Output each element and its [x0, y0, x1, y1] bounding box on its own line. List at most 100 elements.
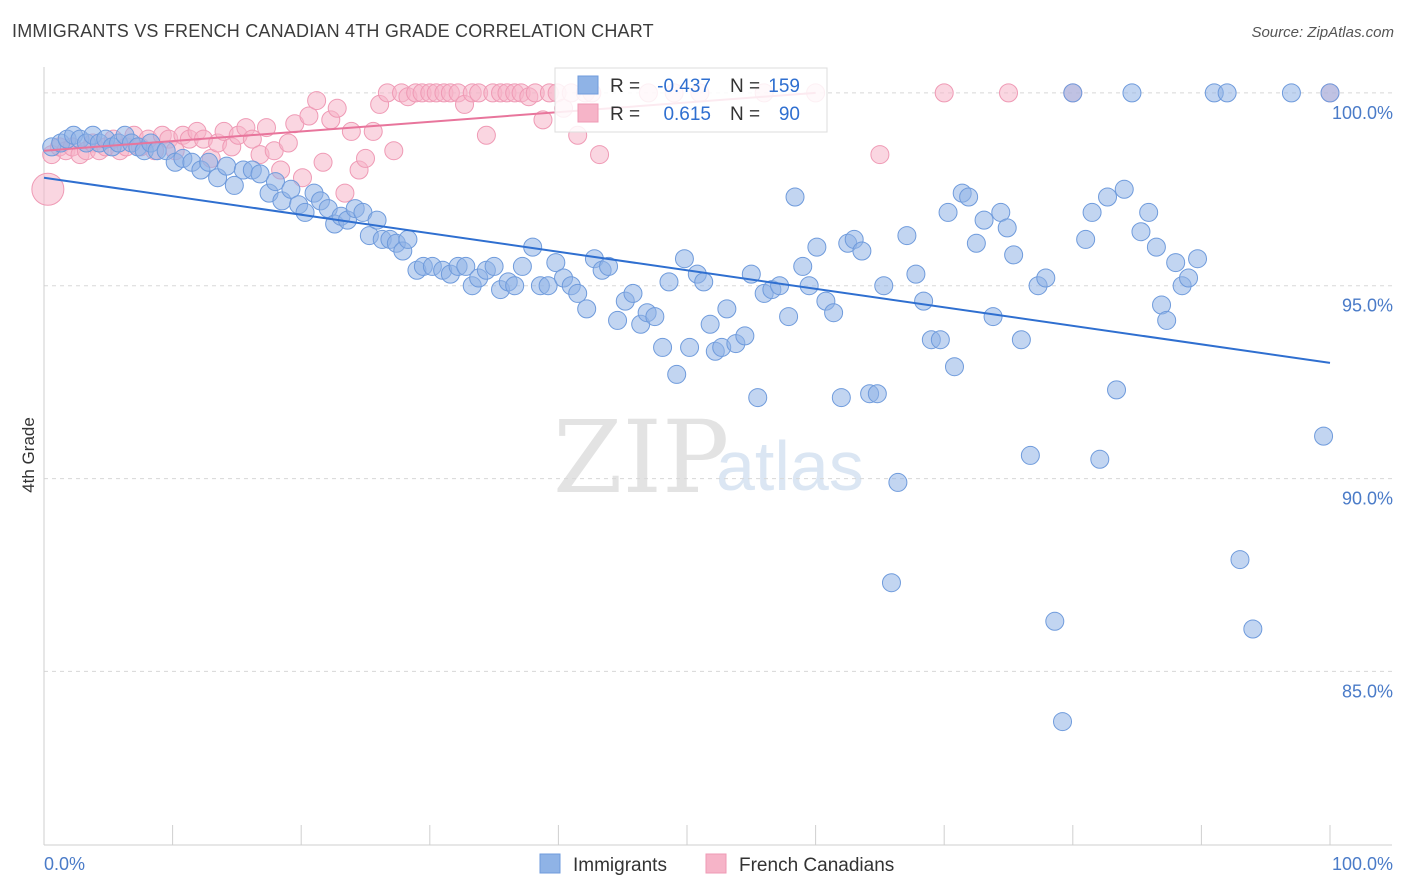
data-point — [1166, 253, 1186, 273]
data-point — [1314, 426, 1334, 446]
watermark-atlas: atlas — [716, 427, 864, 505]
data-point — [577, 299, 597, 319]
data-point — [717, 299, 737, 319]
chart-title: IMMIGRANTS VS FRENCH CANADIAN 4TH GRADE … — [12, 21, 654, 41]
x-tick-label: 100.0% — [1332, 854, 1393, 874]
data-point — [278, 133, 298, 153]
data-point — [852, 241, 872, 261]
data-point — [299, 106, 319, 126]
data-point — [700, 314, 720, 334]
data-point — [983, 307, 1003, 327]
data-point — [974, 210, 994, 230]
data-point — [533, 110, 553, 130]
data-point — [1053, 712, 1073, 732]
legend-frame — [554, 67, 828, 133]
data-point — [1098, 187, 1118, 207]
data-point — [779, 307, 799, 327]
immigrants-trend-line — [43, 176, 1331, 364]
data-point — [667, 364, 687, 384]
data-point — [930, 330, 950, 350]
immigrants-series — [42, 83, 1340, 732]
data-point — [1230, 550, 1250, 570]
watermark-zip: ZIP — [553, 399, 729, 516]
data-point — [1107, 380, 1127, 400]
legend-r-value: 0.615 — [663, 104, 711, 125]
data-point — [599, 256, 619, 276]
data-point — [224, 175, 244, 195]
data-point — [785, 187, 805, 207]
data-point — [356, 148, 375, 168]
legend-r-label: R = — [610, 76, 640, 97]
data-point — [999, 83, 1018, 103]
legend-r-label: R = — [610, 104, 640, 125]
data-point — [944, 357, 964, 377]
data-point — [824, 303, 844, 323]
data-point — [938, 202, 958, 222]
data-point — [281, 179, 301, 199]
data-point — [653, 337, 673, 357]
data-point — [1036, 268, 1056, 288]
data-point — [199, 152, 219, 172]
data-point — [250, 164, 270, 184]
data-point — [484, 256, 504, 276]
legend-swatch — [705, 853, 727, 874]
data-point — [1076, 229, 1096, 249]
correlation-legend: R = -0.437 N = 159 R = 0.615 N = 90 — [554, 67, 828, 133]
axes — [43, 67, 1392, 846]
source-label: Source: ZipAtlas.com — [1251, 24, 1394, 41]
data-point — [934, 83, 954, 103]
data-point — [217, 156, 237, 176]
data-point — [590, 145, 610, 165]
series-legend: Immigrants French Canadians — [539, 853, 894, 876]
data-point — [1281, 83, 1301, 103]
data-point — [384, 141, 404, 161]
data-point — [888, 472, 908, 492]
x-tick-label: 0.0% — [44, 854, 85, 874]
data-point — [1045, 611, 1065, 631]
data-point — [897, 226, 917, 246]
legend-swatch — [577, 103, 599, 123]
watermark: ZIP atlas — [553, 399, 864, 516]
data-point — [568, 283, 588, 303]
data-point — [546, 253, 566, 273]
data-point — [1082, 202, 1102, 222]
y-tick-label: 95.0% — [1342, 296, 1393, 316]
grid-lines — [44, 92, 1392, 672]
legend-n-label: N = — [730, 104, 760, 125]
data-point — [505, 276, 525, 296]
x-tick-labels: 0.0% 100.0% — [44, 854, 1393, 874]
legend-label: Immigrants — [573, 855, 667, 876]
data-point — [1004, 245, 1024, 265]
data-point — [1011, 330, 1031, 350]
data-point — [867, 384, 887, 404]
data-point — [881, 573, 901, 593]
data-point — [645, 307, 665, 327]
data-point — [870, 145, 890, 165]
data-point — [874, 276, 894, 296]
legend-r-value: -0.437 — [657, 76, 711, 97]
legend-label: French Canadians — [739, 855, 894, 876]
y-tick-labels: 100.0% 95.0% 90.0% 85.0% — [1332, 103, 1393, 702]
legend-swatch — [539, 853, 561, 874]
data-point — [623, 283, 643, 303]
data-point — [538, 276, 558, 296]
data-point — [31, 172, 65, 206]
data-point — [770, 276, 790, 296]
data-point — [476, 125, 496, 145]
data-point — [1063, 83, 1083, 103]
data-point — [456, 256, 476, 276]
data-point — [959, 187, 979, 207]
data-point — [1122, 83, 1142, 103]
data-point — [735, 326, 755, 346]
data-point — [1179, 268, 1199, 288]
data-point — [292, 168, 312, 188]
data-point — [1090, 449, 1110, 469]
data-point — [1020, 445, 1040, 465]
data-point — [1320, 83, 1340, 103]
data-point — [1243, 619, 1263, 639]
data-point — [512, 256, 532, 276]
legend-swatch — [577, 75, 599, 95]
data-point — [659, 272, 679, 292]
y-axis-label: 4th Grade — [19, 417, 38, 493]
